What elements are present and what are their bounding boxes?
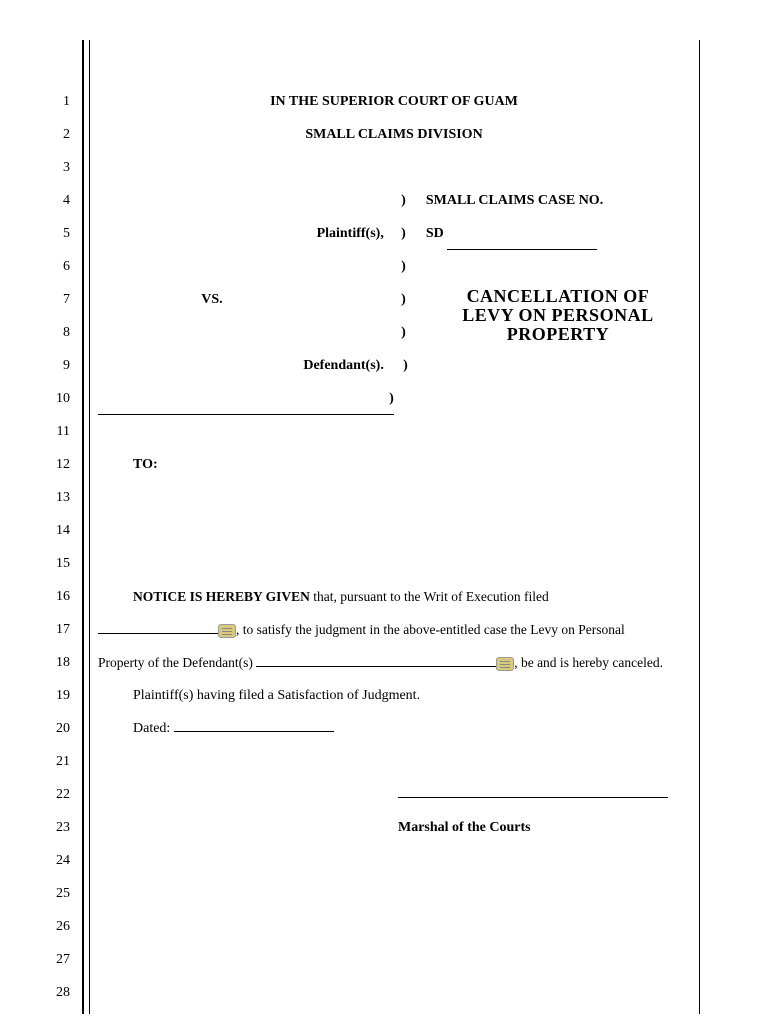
form-field-icon[interactable]	[218, 624, 236, 638]
plaintiffs-label: Plaintiff(s),	[317, 226, 384, 241]
left-double-rule	[82, 40, 90, 1014]
document-title: CANCELLATION OF LEVY ON PERSONAL PROPERT…	[426, 283, 690, 344]
case-caption: ) Plaintiff(s),) ) VS.) ) Defendant(s). …	[98, 184, 690, 415]
dated-blank[interactable]	[174, 731, 334, 732]
vs-label: VS.	[201, 292, 222, 307]
sd-prefix: SD	[426, 226, 444, 241]
satisfaction-line: Plaintiff(s) having filed a Satisfaction…	[98, 679, 690, 712]
form-field-icon[interactable]	[496, 657, 514, 671]
court-header: IN THE SUPERIOR COURT OF GUAM	[98, 85, 690, 118]
defendants-label: Defendant(s).	[303, 358, 384, 373]
dated-row: Dated:	[98, 712, 690, 745]
right-rule	[699, 40, 700, 1014]
notice-given-bold: NOTICE IS HEREBY GIVEN	[133, 589, 310, 604]
case-number-label: SMALL CLAIMS CASE NO.	[426, 184, 690, 217]
line-number-column: 1234567 891011121314 15161718192021 2223…	[40, 85, 70, 1009]
signature-line[interactable]	[398, 797, 668, 798]
notice-paragraph: NOTICE IS HEREBY GIVEN that, pursuant to…	[98, 580, 690, 679]
document-content: IN THE SUPERIOR COURT OF GUAM SMALL CLAI…	[98, 85, 690, 844]
writ-date-blank[interactable]	[98, 633, 218, 634]
to-label: TO:	[98, 448, 690, 481]
marshal-label: Marshal of the Courts	[398, 820, 531, 835]
division-header: SMALL CLAIMS DIVISION	[98, 118, 690, 151]
legal-pleading-page: 1234567 891011121314 15161718192021 2223…	[40, 40, 730, 1014]
defendant-name-blank[interactable]	[256, 666, 496, 667]
